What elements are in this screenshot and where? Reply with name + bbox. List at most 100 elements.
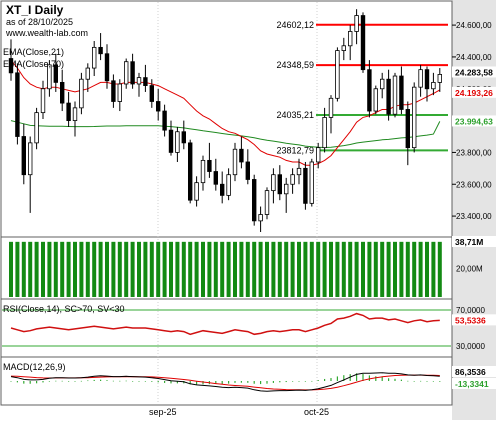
macd-histogram-bar xyxy=(36,381,38,384)
rsi-tick-label: 70,0000 xyxy=(456,306,485,315)
candle-body xyxy=(143,77,148,86)
macd-histogram-bar xyxy=(144,381,146,382)
volume-bar xyxy=(284,241,289,297)
macd-panel xyxy=(0,356,453,406)
macd-histogram-bar xyxy=(336,376,338,381)
candle-body xyxy=(424,69,430,90)
candle-body xyxy=(386,78,391,115)
candle-body xyxy=(258,214,263,222)
volume-bar xyxy=(239,241,244,297)
macd-histogram-bar xyxy=(170,381,172,384)
macd-line xyxy=(10,372,440,392)
volume-bar xyxy=(252,241,257,297)
macd-histogram-bar xyxy=(240,381,242,383)
volume-bar xyxy=(85,241,90,297)
candle-body xyxy=(251,179,257,222)
macd-histogram-bar xyxy=(112,380,114,382)
macd-histogram-bar xyxy=(80,380,82,382)
price-axis: 23.400,0023.600,0023.800,0024.000,0024.2… xyxy=(452,21,496,389)
macd-histogram-bar xyxy=(132,381,134,382)
candle-body xyxy=(418,69,423,88)
price-tick-label: 24.400,00 xyxy=(456,53,492,62)
macd-histogram-bar xyxy=(311,380,313,382)
chart-site: www.wealth-lab.com xyxy=(5,28,88,38)
macd-histogram-bar xyxy=(151,381,153,382)
rsi-tick-label: 30,0000 xyxy=(456,342,485,351)
volume-bar xyxy=(277,241,282,297)
candle-body xyxy=(181,131,186,144)
volume-last-tag xyxy=(452,236,496,247)
candle-body xyxy=(360,15,366,71)
last-value-label: 24.193,26 xyxy=(455,88,493,98)
candle-body xyxy=(283,183,289,195)
volume-bar xyxy=(431,241,436,297)
candle-body xyxy=(309,161,314,204)
candle-body xyxy=(187,142,193,201)
macd-histogram-bar xyxy=(157,381,159,383)
volume-bar xyxy=(149,241,154,297)
candle-body xyxy=(341,45,346,51)
candle-body xyxy=(335,50,340,99)
macd-histogram-bar xyxy=(74,381,76,382)
level-label: 24348,59 xyxy=(276,60,314,70)
macd-legend: MACD(12,26,9) xyxy=(3,362,66,372)
candle-body xyxy=(200,159,206,184)
volume-bar xyxy=(92,241,97,297)
volume-bar xyxy=(341,241,346,297)
volume-bar xyxy=(73,241,77,297)
volume-bar xyxy=(34,241,39,297)
candle-body xyxy=(373,88,378,112)
macd-histogram-bar xyxy=(138,381,140,382)
candle-body xyxy=(98,46,103,55)
macd-histogram-bar xyxy=(100,379,102,381)
volume-bar xyxy=(380,241,385,297)
macd-histogram-bar xyxy=(407,380,409,382)
macd-histogram-bar xyxy=(298,381,300,382)
volume-bar xyxy=(367,241,372,297)
rsi-last-label: 53,5336 xyxy=(455,315,486,325)
candle-body xyxy=(367,69,372,112)
macd-histogram-bar xyxy=(272,381,274,383)
candle-body xyxy=(271,174,276,192)
macd-hist-last-label: -13,3341 xyxy=(455,379,489,389)
candle-body xyxy=(21,136,26,176)
candle-body xyxy=(431,81,436,90)
volume-tick-label: 20,00M xyxy=(456,265,483,274)
volume-bar xyxy=(60,241,65,297)
volume-bar xyxy=(130,241,135,297)
macd-histogram-bar xyxy=(55,380,57,382)
volume-bar xyxy=(105,241,109,297)
last-value-label: 23.994,63 xyxy=(455,116,493,126)
volume-bar xyxy=(28,241,33,297)
price-tick-label: 23.800,00 xyxy=(456,148,492,157)
macd-histogram-bar xyxy=(381,376,383,381)
candle-body xyxy=(40,88,46,114)
level-label: 23812,79 xyxy=(276,145,314,155)
macd-histogram-bar xyxy=(68,381,70,382)
candle-body xyxy=(207,159,212,172)
macd-histogram-bar xyxy=(426,381,428,382)
candle-body xyxy=(79,78,84,109)
last-value-tag xyxy=(452,115,496,127)
level-label: 24602,12 xyxy=(276,20,314,30)
price-series xyxy=(8,9,442,232)
candle-body xyxy=(194,182,199,201)
rsi-last-tag xyxy=(452,314,496,326)
macd-histogram-bar xyxy=(330,378,332,381)
candle-body xyxy=(124,61,129,85)
volume-bar xyxy=(79,241,84,297)
last-value-tag xyxy=(452,66,496,78)
candle-body xyxy=(155,101,161,112)
macd-histogram-bar xyxy=(304,381,306,382)
volume-bar xyxy=(309,241,314,297)
volume-series xyxy=(9,241,442,297)
volume-bar xyxy=(297,241,301,297)
volume-bar xyxy=(15,241,20,297)
volume-bar xyxy=(322,241,327,297)
candle-body xyxy=(60,81,65,104)
candle-body xyxy=(226,174,231,196)
macd-histogram-bar xyxy=(432,381,434,382)
candle-body xyxy=(92,46,97,69)
